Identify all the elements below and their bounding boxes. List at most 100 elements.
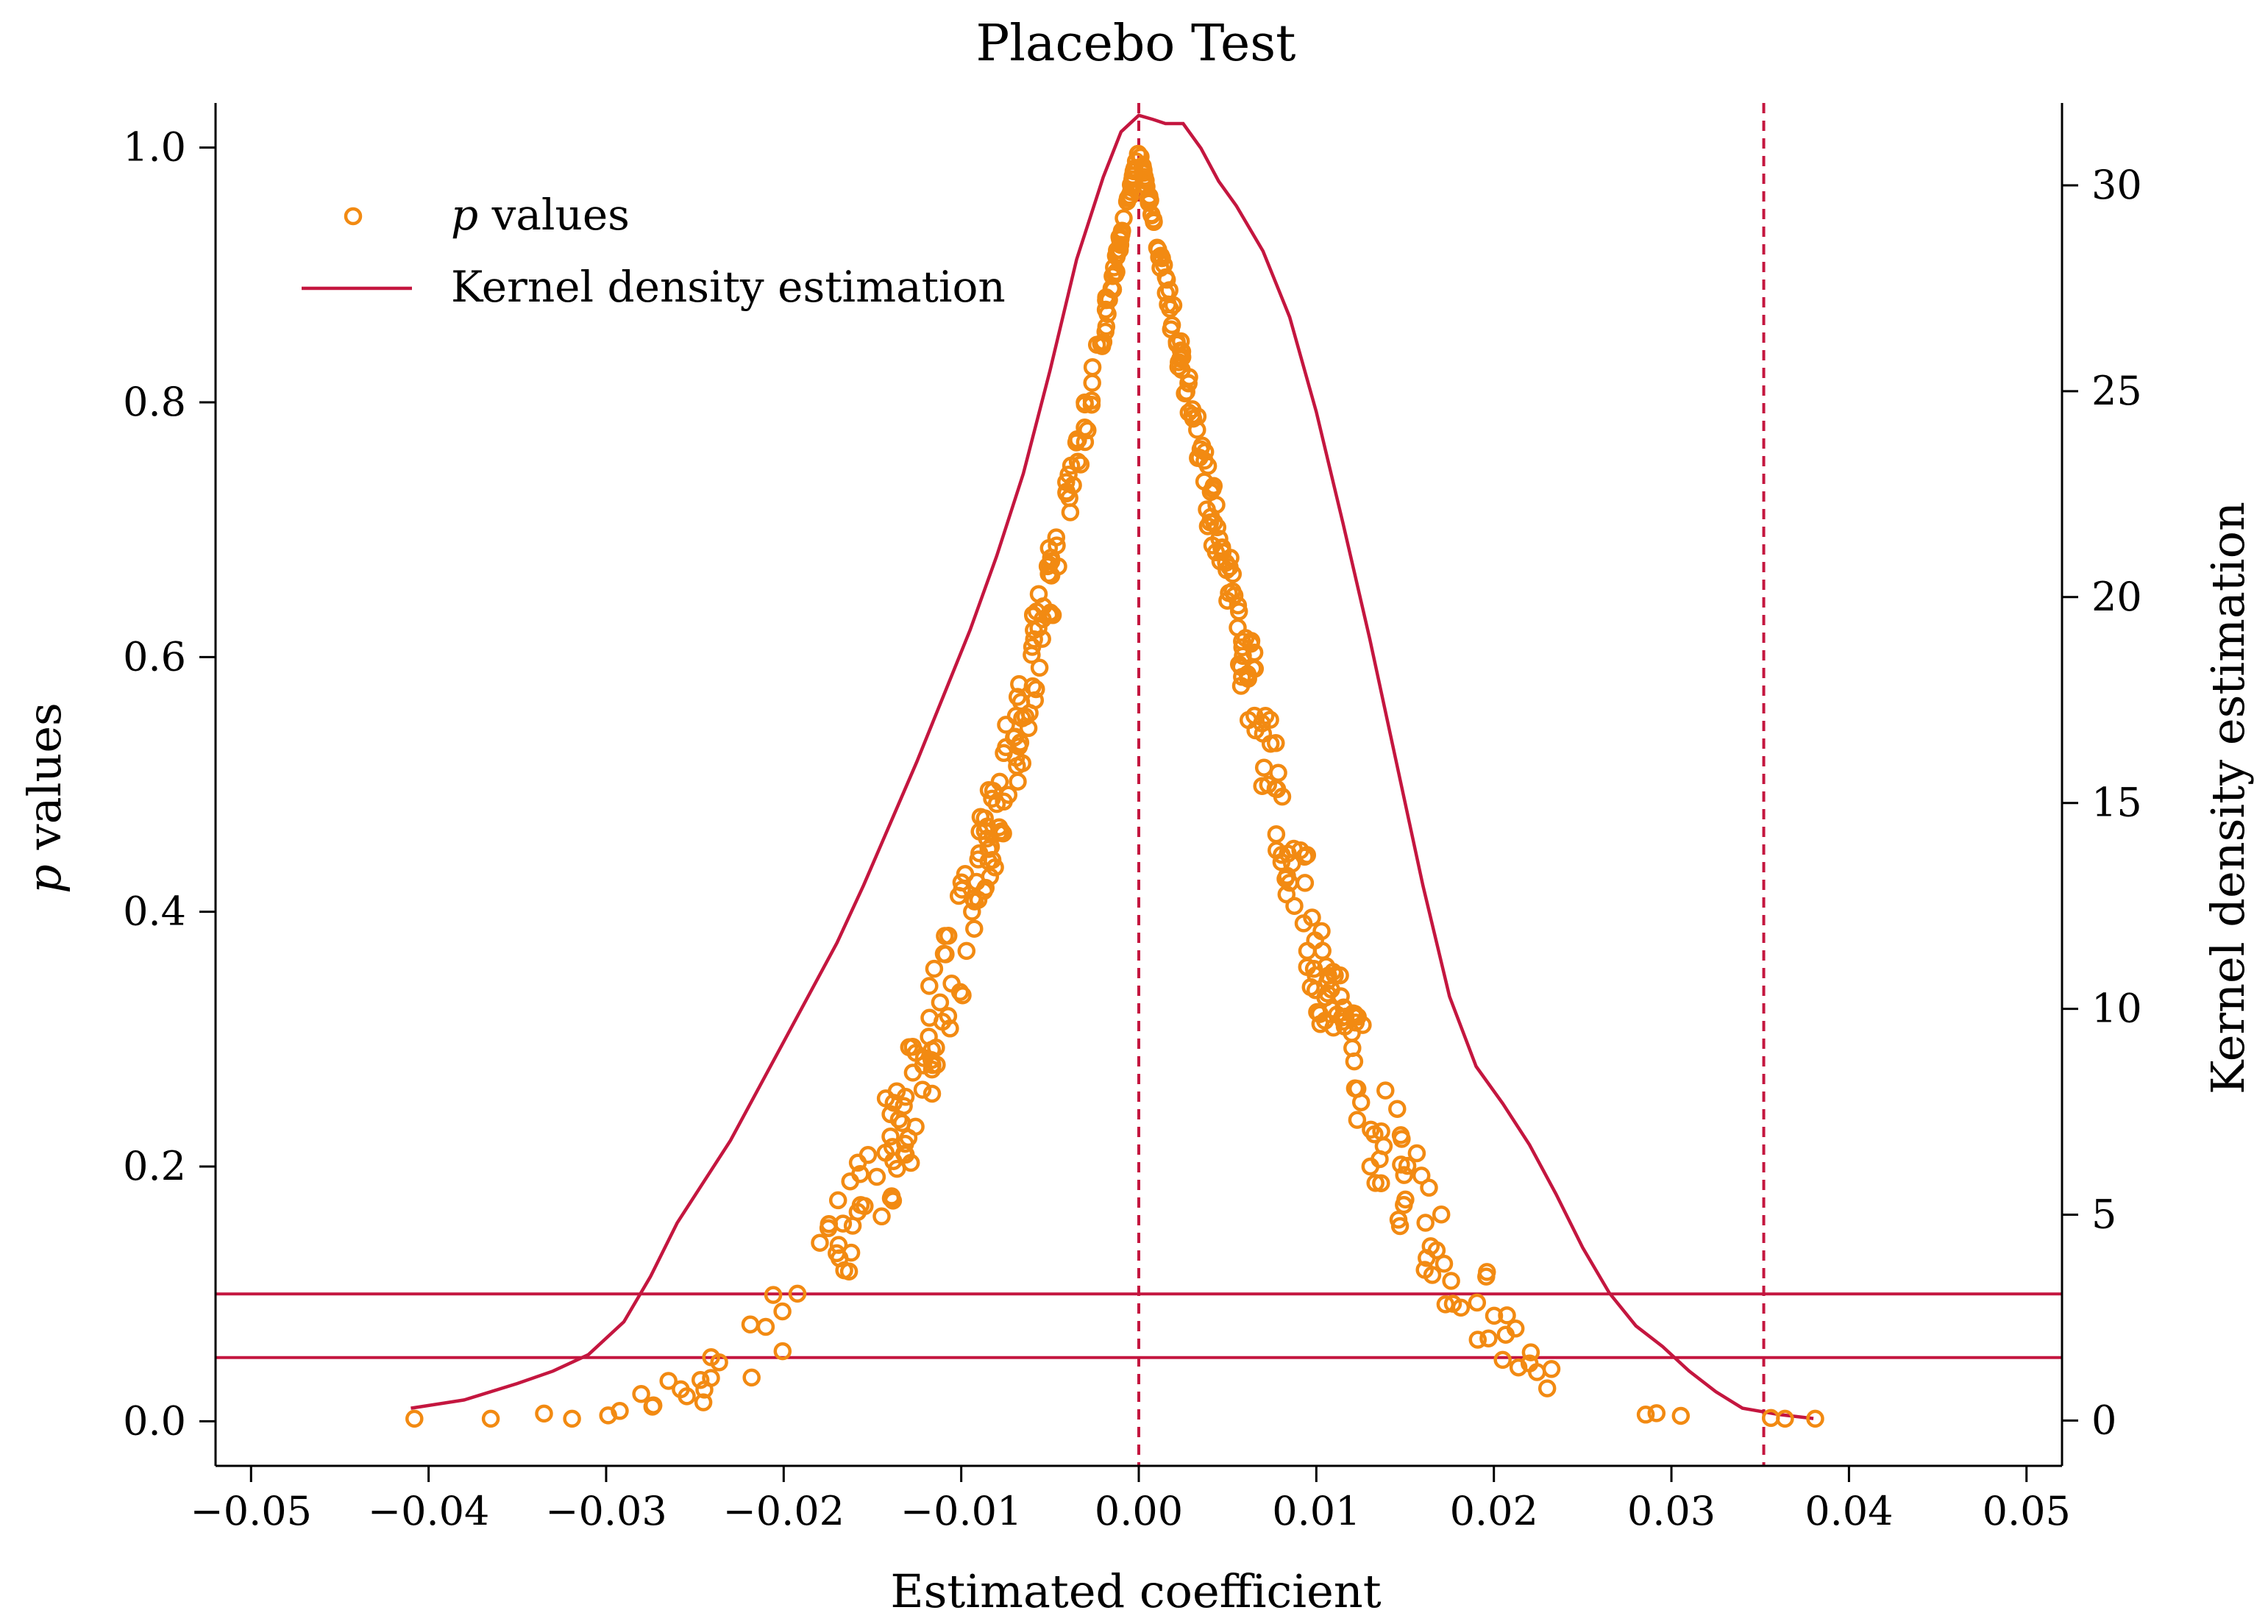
data-point [1485,1306,1504,1325]
data-point [975,882,993,900]
data-point [1160,281,1179,299]
data-point [956,865,975,883]
data-point [1538,1379,1557,1397]
data-point [1393,1130,1411,1148]
data-point [1204,480,1222,499]
data-point [1229,602,1248,621]
data-point [1303,908,1321,927]
data-point [773,1302,792,1321]
data-point [632,1385,650,1403]
data-point [1407,1144,1426,1163]
data-point [1395,1195,1413,1214]
data-point [881,1105,900,1124]
data-point [828,1191,847,1210]
data-point [1097,291,1115,310]
data-point [1221,549,1240,567]
y-tick-label: 0.8 [123,379,186,425]
data-point [1365,1125,1384,1144]
data-point [1162,320,1181,339]
data-point [839,1262,859,1281]
y2-tick-label: 20 [2091,574,2142,620]
data-point [975,809,994,827]
data-point [881,1127,900,1146]
data-point [828,1244,846,1263]
data-point [611,1402,629,1420]
data-point [1184,409,1203,428]
data-point [1078,421,1097,440]
legend-label-p-values: p values [451,190,630,240]
data-point [920,977,939,995]
data-point [1420,1178,1438,1197]
data-point [965,919,984,938]
data-point [1479,1329,1498,1347]
data-point [1027,602,1046,621]
data-point [702,1348,720,1367]
data-point [741,1315,760,1333]
data-point [1343,1039,1362,1058]
data-point [1167,335,1187,353]
data-point [1062,456,1081,475]
data-point [1057,484,1076,503]
y-tick-label: 0.2 [123,1143,186,1189]
data-point [895,1097,913,1115]
data-point [851,1164,870,1183]
data-point [1010,674,1028,694]
data-point [643,1397,662,1416]
x-tick-label: 0.01 [1272,1488,1360,1534]
data-point [1203,536,1222,555]
data-point [1477,1267,1496,1286]
data-point [906,1117,925,1136]
data-point [1366,1174,1384,1192]
data-point [979,852,998,871]
data-point [1151,258,1170,277]
data-point [1047,528,1066,546]
data-point [1183,400,1202,419]
data-point [691,1370,710,1389]
data-point [1242,634,1260,653]
data-point [1176,384,1194,403]
data-point [1023,646,1041,664]
data-point [1198,517,1217,535]
data-point [1542,1360,1561,1378]
data-point [481,1409,500,1428]
data-point [1131,147,1150,166]
data-point [903,1064,923,1082]
data-point [1468,1331,1487,1349]
data-point [1335,1017,1354,1036]
data-point [563,1409,581,1428]
data-point [1201,508,1220,526]
data-point [1442,1272,1460,1290]
data-point [1348,1008,1367,1026]
data-point [1806,1409,1824,1428]
data-point [867,1167,886,1186]
data-point [1006,727,1025,746]
data-point [1451,1298,1471,1317]
data-point [829,1236,848,1254]
data-point [1043,606,1062,624]
data-point [950,983,970,1002]
data-point [695,1381,714,1399]
data-point [851,1196,870,1214]
legend: p values Kernel density estimation [302,190,1006,312]
kde-curve [410,113,1814,1420]
data-point [1392,1155,1410,1174]
y2-tick-label: 30 [2091,162,2142,208]
data-point [903,1037,922,1056]
x-tick-label: 0.04 [1805,1488,1893,1534]
data-point [896,1134,914,1153]
data-point [1027,680,1045,699]
x-tick-label: 0.05 [1983,1488,2071,1534]
data-point [1309,1003,1328,1022]
data-point [1009,737,1028,756]
data-point [901,1153,920,1172]
data-point [773,1342,792,1361]
data-point [1083,374,1101,392]
axes: −0.05 −0.04 −0.03 −0.02 −0.01 0.00 0.01 0.02 0.0… [123,103,2142,1534]
data-point [1150,248,1168,266]
data-point [920,1008,939,1028]
y2-tick-label: 25 [2091,368,2142,414]
data-point [1269,763,1287,783]
data-point [672,1380,690,1399]
data-point [1042,566,1061,585]
